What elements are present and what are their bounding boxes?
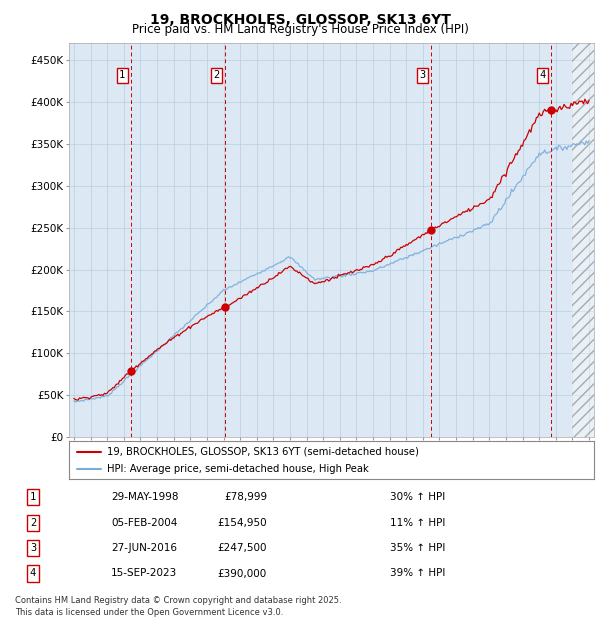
Text: 2: 2	[30, 518, 36, 528]
Text: 4: 4	[539, 70, 546, 80]
Text: Price paid vs. HM Land Registry's House Price Index (HPI): Price paid vs. HM Land Registry's House …	[131, 24, 469, 36]
Text: £78,999: £78,999	[224, 492, 267, 502]
Text: 35% ↑ HPI: 35% ↑ HPI	[390, 543, 445, 553]
Text: 1: 1	[119, 70, 125, 80]
Bar	[572, 43, 594, 437]
Text: 11% ↑ HPI: 11% ↑ HPI	[390, 518, 445, 528]
Bar	[572, 43, 594, 437]
Text: £154,950: £154,950	[217, 518, 267, 528]
Text: £390,000: £390,000	[218, 569, 267, 578]
Text: Contains HM Land Registry data © Crown copyright and database right 2025.
This d: Contains HM Land Registry data © Crown c…	[15, 596, 341, 618]
Text: 39% ↑ HPI: 39% ↑ HPI	[390, 569, 445, 578]
Text: 29-MAY-1998: 29-MAY-1998	[111, 492, 179, 502]
Text: 30% ↑ HPI: 30% ↑ HPI	[390, 492, 445, 502]
Text: 27-JUN-2016: 27-JUN-2016	[111, 543, 177, 553]
Text: 3: 3	[30, 543, 36, 553]
Text: 1: 1	[30, 492, 36, 502]
Text: 19, BROCKHOLES, GLOSSOP, SK13 6YT: 19, BROCKHOLES, GLOSSOP, SK13 6YT	[149, 13, 451, 27]
Text: 19, BROCKHOLES, GLOSSOP, SK13 6YT (semi-detached house): 19, BROCKHOLES, GLOSSOP, SK13 6YT (semi-…	[107, 447, 419, 457]
Text: 15-SEP-2023: 15-SEP-2023	[111, 569, 177, 578]
Text: 2: 2	[214, 70, 220, 80]
Text: 05-FEB-2004: 05-FEB-2004	[111, 518, 178, 528]
Text: HPI: Average price, semi-detached house, High Peak: HPI: Average price, semi-detached house,…	[107, 464, 368, 474]
Text: 3: 3	[419, 70, 426, 80]
Text: £247,500: £247,500	[218, 543, 267, 553]
Text: 4: 4	[30, 569, 36, 578]
